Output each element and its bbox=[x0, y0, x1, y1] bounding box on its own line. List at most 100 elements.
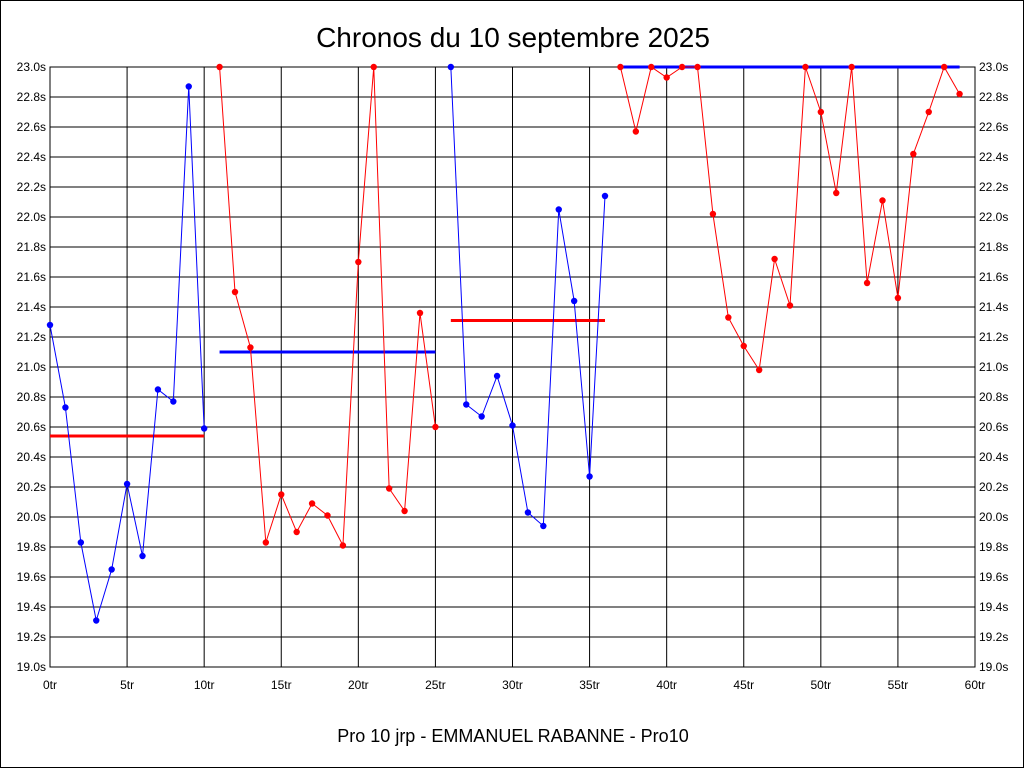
data-point bbox=[925, 108, 932, 116]
y-tick-label-right: 21.8s bbox=[979, 240, 1008, 254]
x-tick-label: 35tr bbox=[579, 678, 600, 692]
data-point bbox=[231, 288, 239, 296]
data-point bbox=[648, 63, 655, 71]
x-tick-label: 25tr bbox=[425, 678, 446, 692]
y-tick-label-left: 20.0s bbox=[17, 510, 46, 524]
data-point bbox=[62, 404, 69, 411]
y-tick-label-right: 21.0s bbox=[979, 360, 1008, 374]
plot-area-border bbox=[49, 66, 976, 668]
y-tick-label-left: 20.4s bbox=[17, 450, 46, 464]
y-tick-label-right: 21.2s bbox=[979, 330, 1008, 344]
y-tick-label-left: 21.2s bbox=[17, 330, 46, 344]
data-point bbox=[123, 480, 131, 488]
y-tick-label-right: 20.8s bbox=[979, 390, 1008, 404]
data-point bbox=[833, 189, 840, 197]
x-tick-label: 45tr bbox=[733, 678, 754, 692]
grid bbox=[49, 66, 976, 668]
data-point bbox=[139, 552, 146, 560]
data-point bbox=[725, 314, 732, 321]
y-tick-label-right: 20.2s bbox=[979, 480, 1008, 494]
data-point bbox=[555, 206, 562, 213]
y-tick-label-right: 22.2s bbox=[979, 180, 1008, 194]
data-point bbox=[694, 63, 701, 71]
data-point bbox=[601, 192, 609, 200]
data-point bbox=[940, 63, 948, 71]
data-point bbox=[385, 485, 393, 492]
series-lines bbox=[49, 65, 961, 621]
data-point bbox=[154, 386, 162, 393]
x-tick-label: 40tr bbox=[656, 678, 677, 692]
data-point bbox=[370, 63, 377, 71]
y-tick-label-left: 20.6s bbox=[17, 420, 46, 434]
data-point bbox=[894, 294, 902, 302]
y-tick-label-left: 23.0s bbox=[17, 60, 46, 74]
x-tick-label: 50tr bbox=[810, 678, 831, 692]
data-point bbox=[632, 128, 640, 135]
data-point bbox=[324, 512, 331, 519]
x-tick-label: 55tr bbox=[888, 678, 909, 692]
data-point bbox=[910, 150, 917, 158]
data-point bbox=[93, 617, 100, 624]
data-point bbox=[879, 197, 886, 204]
y-tick-label-right: 20.6s bbox=[979, 420, 1008, 434]
x-tick-label: 5tr bbox=[120, 678, 134, 692]
y-tick-label-left: 19.2s bbox=[17, 630, 46, 644]
y-tick-label-left: 22.0s bbox=[17, 210, 46, 224]
y-tick-label-left: 22.8s bbox=[17, 90, 46, 104]
data-point bbox=[786, 302, 794, 309]
data-point bbox=[663, 74, 670, 81]
data-point bbox=[77, 539, 85, 546]
data-point bbox=[416, 309, 424, 317]
chart-title: Chronos du 10 septembre 2025 bbox=[316, 22, 710, 53]
y-tick-label-left: 22.2s bbox=[17, 180, 46, 194]
data-point bbox=[493, 372, 501, 380]
data-point bbox=[401, 507, 408, 515]
y-tick-label-right: 19.4s bbox=[979, 600, 1008, 614]
data-point bbox=[709, 210, 717, 218]
data-point bbox=[278, 491, 285, 498]
data-point bbox=[432, 423, 439, 431]
average-lines bbox=[50, 65, 960, 438]
y-tick-label-right: 19.2s bbox=[979, 630, 1008, 644]
series-line bbox=[619, 65, 961, 372]
data-point bbox=[540, 522, 547, 530]
y-tick-label-left: 20.8s bbox=[17, 390, 46, 404]
y-tick-label-right: 19.8s bbox=[979, 540, 1008, 554]
data-point bbox=[308, 500, 316, 507]
y-tick-label-right: 19.6s bbox=[979, 570, 1008, 584]
data-point bbox=[586, 473, 593, 480]
data-point bbox=[185, 83, 192, 90]
y-tick-label-left: 21.4s bbox=[17, 300, 46, 314]
y-tick-label-right: 20.4s bbox=[979, 450, 1008, 464]
data-point bbox=[678, 63, 686, 71]
x-tick-labels: 0tr 5tr 10tr 15tr 20tr 25tr 30tr 35tr 40tr 45tr 50… bbox=[43, 678, 985, 692]
y-tick-labels-right: 19.0s 19.2s 19.4s 19.6s 19.8s 20.0s 20.2s 20.4s… bbox=[979, 60, 1008, 674]
y-tick-label-right: 22.6s bbox=[979, 120, 1008, 134]
y-tick-labels-left: 19.0s 19.2s 19.4s 19.6s 19.8s 20.0s 20.2s 20.4s… bbox=[17, 60, 46, 674]
data-point bbox=[755, 366, 763, 374]
chart-subtitle: Pro 10 jrp - EMMANUEL RABANNE - Pro10 bbox=[337, 726, 688, 746]
y-tick-label-right: 21.4s bbox=[979, 300, 1008, 314]
data-point bbox=[339, 542, 347, 549]
y-tick-label-right: 22.0s bbox=[979, 210, 1008, 224]
y-tick-label-right: 19.0s bbox=[979, 660, 1008, 674]
x-tick-label: 20tr bbox=[348, 678, 369, 692]
data-point bbox=[863, 279, 871, 287]
data-point bbox=[247, 344, 254, 351]
y-tick-label-right: 21.6s bbox=[979, 270, 1008, 284]
data-point bbox=[771, 255, 778, 263]
data-point bbox=[817, 108, 825, 116]
y-tick-label-left: 21.8s bbox=[17, 240, 46, 254]
x-tick-label: 10tr bbox=[194, 678, 215, 692]
data-point bbox=[802, 63, 809, 71]
y-tick-label-right: 22.8s bbox=[979, 90, 1008, 104]
data-point bbox=[355, 258, 362, 266]
data-point bbox=[216, 63, 223, 71]
y-tick-label-left: 22.6s bbox=[17, 120, 46, 134]
data-point bbox=[524, 509, 532, 516]
axes bbox=[49, 66, 976, 668]
y-tick-label-right: 23.0s bbox=[979, 60, 1008, 74]
data-point bbox=[463, 401, 470, 408]
x-tick-label: 60tr bbox=[965, 678, 986, 692]
